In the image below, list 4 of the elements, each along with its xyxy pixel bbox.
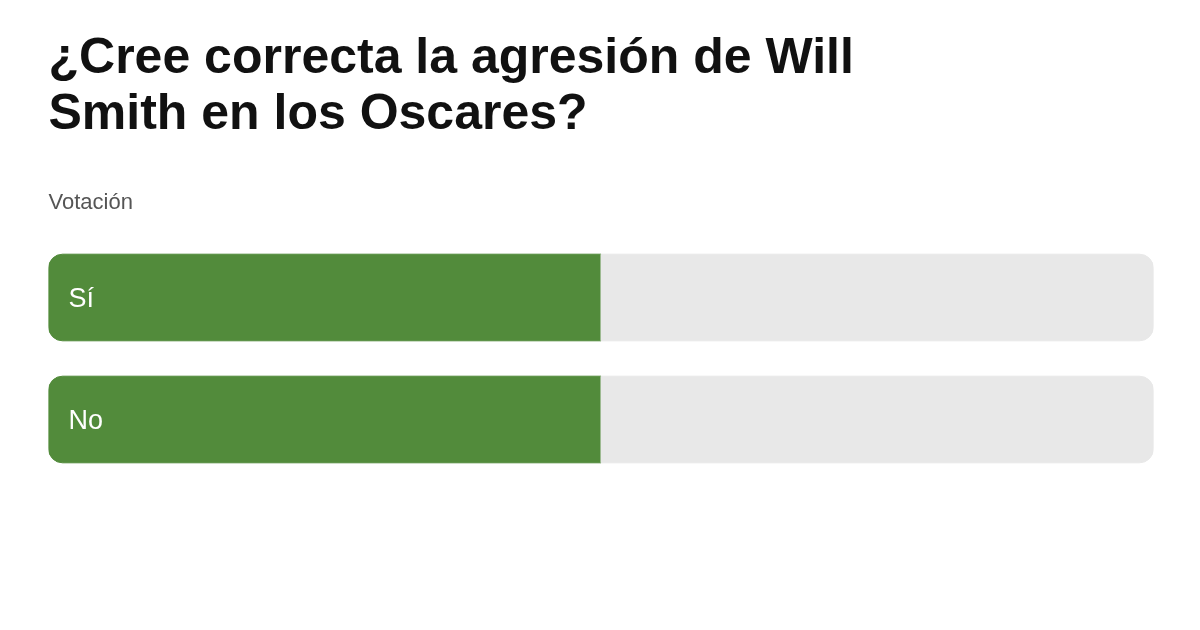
y-tick-label: No xyxy=(68,404,103,435)
chart-subtitle: Votación xyxy=(48,189,133,214)
y-tick-label: Sí xyxy=(68,282,95,313)
chart-title: ¿Cree correcta la agresión de Will Smith en los Oscares? xyxy=(48,27,854,140)
